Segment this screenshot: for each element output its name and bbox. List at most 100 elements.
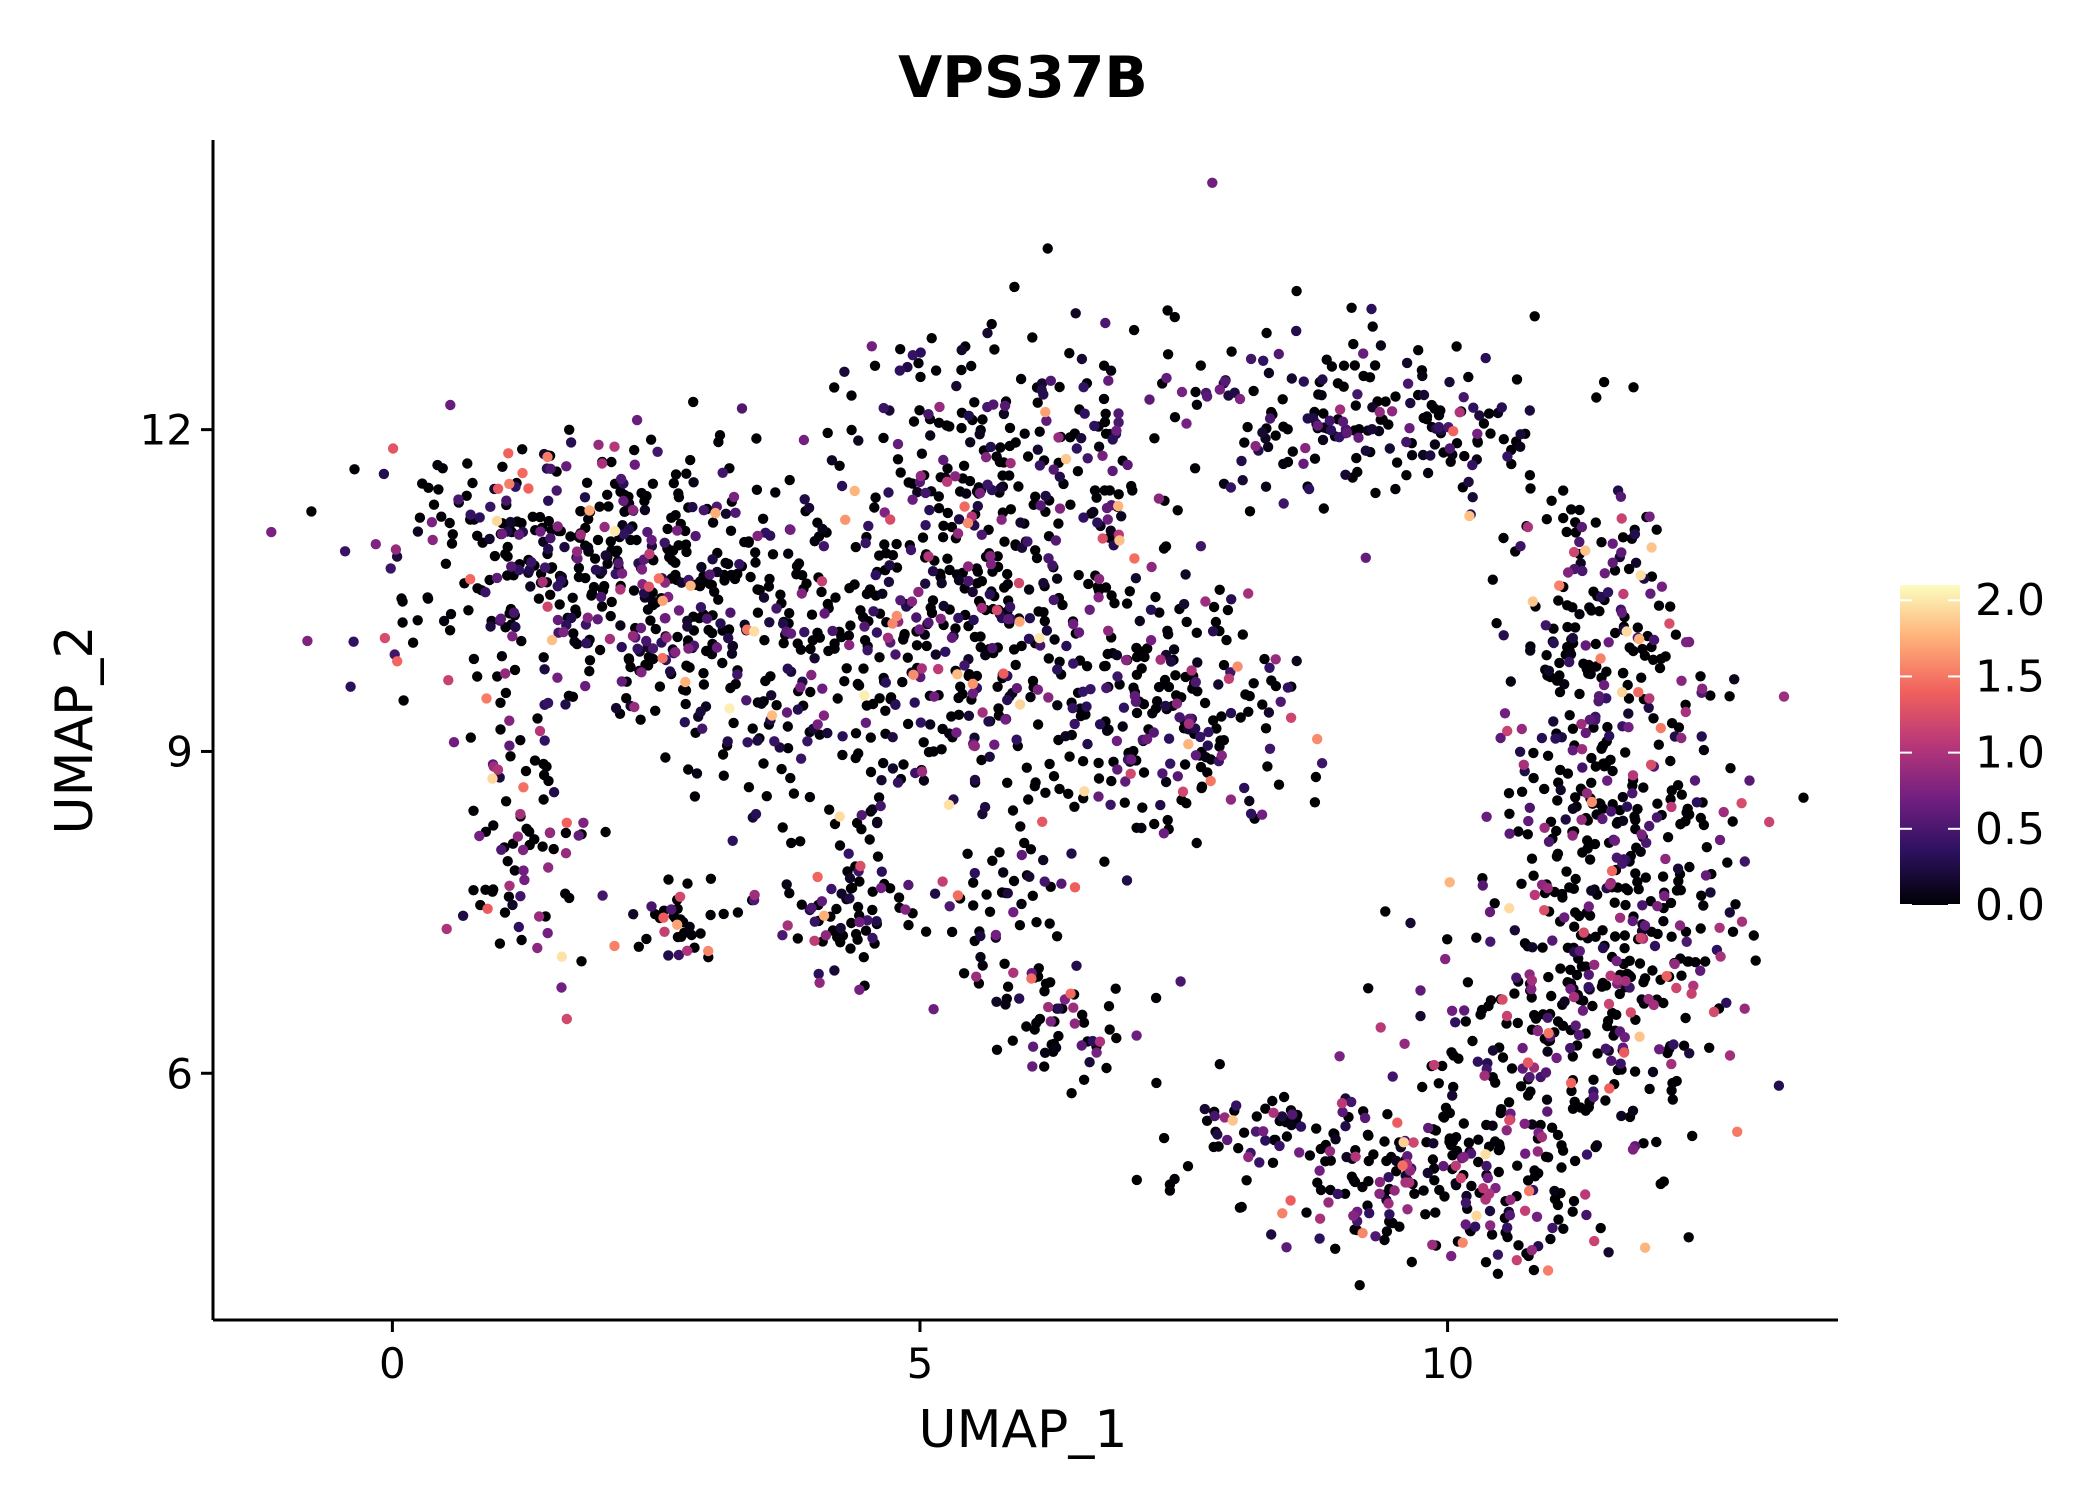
cell-point [1543,1028,1554,1039]
cell-point [1286,1119,1297,1131]
cell-point [1590,761,1602,772]
cell-point [814,632,825,643]
cell-point [1736,798,1747,809]
cell-point [1653,739,1665,750]
cell-point [1129,553,1140,564]
cell-point [923,551,934,562]
cell-point [1007,805,1019,816]
cell-point [1715,951,1726,962]
cell-point [742,737,753,748]
cell-point [1535,1119,1546,1131]
cell-point [707,517,719,528]
cell-point [976,754,987,766]
cell-point [743,782,755,793]
cell-point [942,553,953,564]
cell-point [1102,648,1113,660]
cell-point [502,541,513,553]
cell-point [543,495,554,506]
cell-point [1102,514,1114,525]
cell-point [613,558,624,569]
cell-point [1351,452,1362,464]
cell-point [958,968,970,979]
cell-point [1639,1242,1651,1253]
cell-point [1216,750,1228,761]
cell-point [1617,532,1629,543]
cell-point [1323,1197,1334,1208]
cell-point [1100,408,1111,419]
cell-point [1630,557,1642,568]
cell-point [963,670,974,682]
cell-point [548,843,559,855]
cell-point [1750,955,1761,966]
cell-point [1353,432,1364,443]
cell-point [1101,725,1113,736]
cell-point [747,723,758,734]
cell-point [1257,427,1268,438]
cell-point [764,617,775,628]
cell-point [1502,451,1513,462]
cell-point [987,855,998,866]
cell-point [1218,659,1230,671]
cell-point [1553,1214,1564,1225]
cell-point [1598,679,1610,691]
cell-point [1529,889,1541,901]
cell-point [1106,775,1117,787]
cell-point [508,607,520,618]
cell-point [1366,303,1377,315]
cell-point [397,617,408,628]
cell-point [1649,940,1661,952]
cell-point [1482,1172,1494,1184]
cell-point [657,595,668,606]
cell-point [1464,510,1475,522]
cell-point [1536,1131,1548,1143]
cell-point [1069,718,1080,730]
cell-point [1052,664,1063,675]
cell-point [631,534,642,546]
cell-point [1104,1024,1115,1035]
cell-point [636,667,647,678]
cell-point [1627,788,1638,799]
cell-point [1531,1211,1543,1223]
cell-point [1548,637,1559,649]
cell-point [844,893,855,904]
cell-point [1266,1229,1277,1240]
cell-point [1668,1039,1679,1050]
legend-tick-label: 1.5 [1975,651,2045,702]
cell-point [1477,880,1489,891]
cell-point [507,899,518,911]
cell-point [834,460,845,471]
cell-point [468,653,480,665]
cell-point [543,543,554,555]
cell-point [1562,600,1573,611]
cell-point [1497,1052,1509,1063]
cell-point [1596,537,1607,548]
cell-point [636,564,648,575]
cell-point [1471,932,1482,943]
cell-point [703,945,714,957]
cell-point [600,550,611,561]
cell-point [1353,424,1365,435]
cell-point [1512,1160,1523,1171]
cell-point [1043,553,1054,564]
cell-point [1457,1237,1468,1248]
cell-point [1060,731,1071,742]
cell-point [1526,1119,1538,1130]
cell-point [1604,1083,1615,1094]
cell-point [339,546,351,557]
cell-point [1620,899,1631,911]
cell-point [979,801,991,813]
cell-point [1666,785,1678,796]
cell-point [1239,782,1250,794]
cell-point [576,956,587,967]
cell-point [1165,758,1176,769]
cell-point [1496,402,1508,413]
cell-point [953,514,965,525]
cell-point [1504,1115,1515,1126]
cell-point [1070,308,1081,319]
cell-point [1576,718,1587,730]
cell-point [631,414,643,426]
cell-point [1259,653,1270,665]
cell-point [1565,983,1576,995]
x-tick-label: 5 [907,1339,934,1388]
cell-point [880,705,891,716]
